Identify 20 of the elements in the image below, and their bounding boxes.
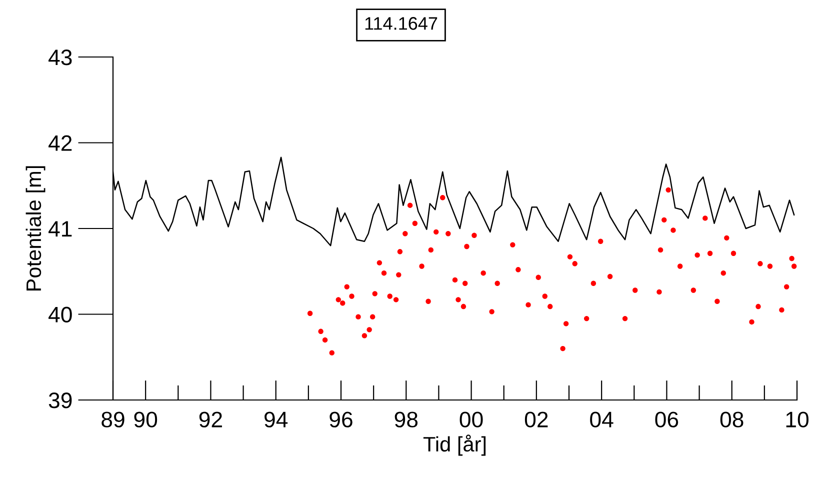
x-tick-label: 98	[394, 412, 418, 428]
x-tick-label: 02	[524, 412, 548, 428]
x-tick-label: 92	[199, 412, 222, 428]
y-tick-label: 40	[48, 306, 72, 323]
x-axis-title: Tid [år]	[423, 434, 486, 456]
x-tick-label: 06	[655, 412, 678, 428]
y-tick-label: 41	[48, 221, 72, 237]
x-tick-label: 94	[264, 412, 288, 428]
y-tick-label: 42	[48, 135, 72, 151]
x-tick-label: 90	[134, 412, 158, 428]
y-tick-label: 43	[48, 50, 72, 66]
y-axis-title: Potentiale [m]	[26, 166, 46, 290]
x-tick-label: 08	[720, 412, 744, 428]
x-tick-label: 96	[330, 412, 352, 428]
y-tick-label: 39	[48, 392, 72, 408]
x-tick-label: 00	[460, 412, 483, 428]
x-tick-label: 89	[102, 412, 124, 428]
chart-title: 114.1647	[365, 17, 438, 30]
x-tick-label: 10	[786, 412, 808, 428]
x-tick-label: 04	[590, 412, 614, 428]
